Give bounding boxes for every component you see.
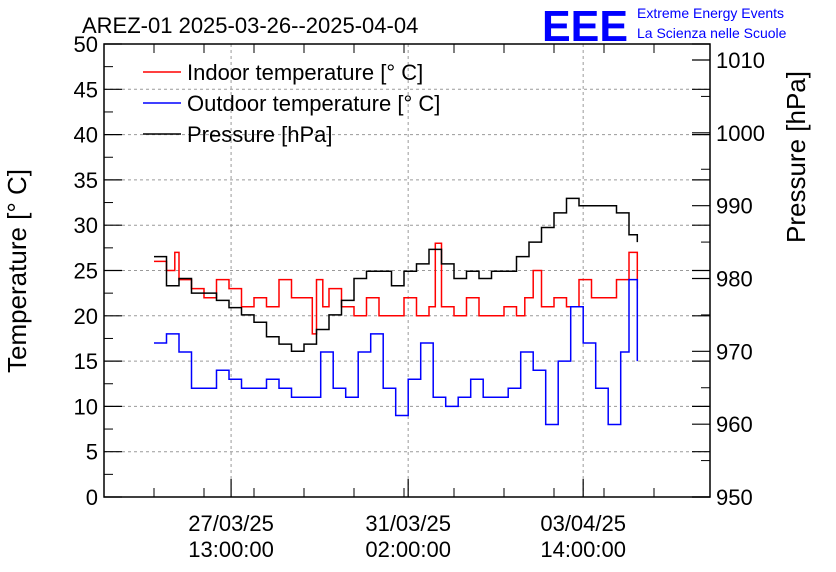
- y-tick-label: 10: [74, 394, 98, 419]
- y2-tick-label: 990: [716, 194, 753, 219]
- legend-label-outdoor: Outdoor temperature [° C]: [187, 91, 440, 116]
- legend: Indoor temperature [° C] Outdoor tempera…: [143, 60, 440, 147]
- y-tick-label: 25: [74, 259, 98, 284]
- x-tick-label-time: 02:00:00: [365, 537, 451, 562]
- legend-label-pressure: Pressure [hPa]: [187, 122, 333, 147]
- y-axis-title: Temperature [° C]: [2, 169, 32, 373]
- x-tick-label-time: 14:00:00: [540, 537, 626, 562]
- x-tick-label-date: 27/03/25: [188, 511, 274, 536]
- series-line-indoor: [154, 242, 639, 335]
- y2-tick-label: 960: [716, 412, 753, 437]
- y2-tick-label: 1010: [716, 48, 765, 73]
- y-tick-label: 30: [74, 213, 98, 238]
- y2-axis-title: Pressure [hPa]: [781, 71, 811, 243]
- grid: [104, 44, 710, 497]
- eee-logo: EEE Extreme Energy Events La Scienza nel…: [542, 2, 787, 51]
- series-line-outdoor: [154, 278, 639, 426]
- y-tick-label: 0: [86, 485, 98, 510]
- logo-line-1: Extreme Energy Events: [637, 5, 784, 21]
- y-tick-label: 20: [74, 304, 98, 329]
- y2-tick-label: 980: [716, 267, 753, 292]
- series-lines: [154, 197, 639, 426]
- x-tick-label-time: 13:00:00: [188, 537, 274, 562]
- y2-tick-label: 950: [716, 485, 753, 510]
- y-tick-label: 50: [74, 32, 98, 57]
- chart-title: AREZ-01 2025-03-26--2025-04-04: [82, 13, 418, 38]
- legend-label-indoor: Indoor temperature [° C]: [187, 60, 423, 85]
- logo-line-2: La Scienza nelle Scuole: [637, 25, 787, 41]
- y2-tick-label: 1000: [716, 121, 765, 146]
- y-tick-label: 40: [74, 123, 98, 148]
- series-line-pressure: [154, 197, 639, 353]
- axis-ticks: 0 5 10 15 20 25 30 35 40 45 50 950 960 970 980 990 1000 1…: [74, 32, 765, 562]
- y-tick-label: 15: [74, 349, 98, 374]
- y2-tick-label: 970: [716, 339, 753, 364]
- y-tick-label: 5: [86, 440, 98, 465]
- x-tick-label-date: 03/04/25: [540, 511, 626, 536]
- y-tick-label: 35: [74, 168, 98, 193]
- x-tick-label-date: 31/03/25: [365, 511, 451, 536]
- y-tick-label: 45: [74, 77, 98, 102]
- logo-mark: EEE: [542, 2, 628, 51]
